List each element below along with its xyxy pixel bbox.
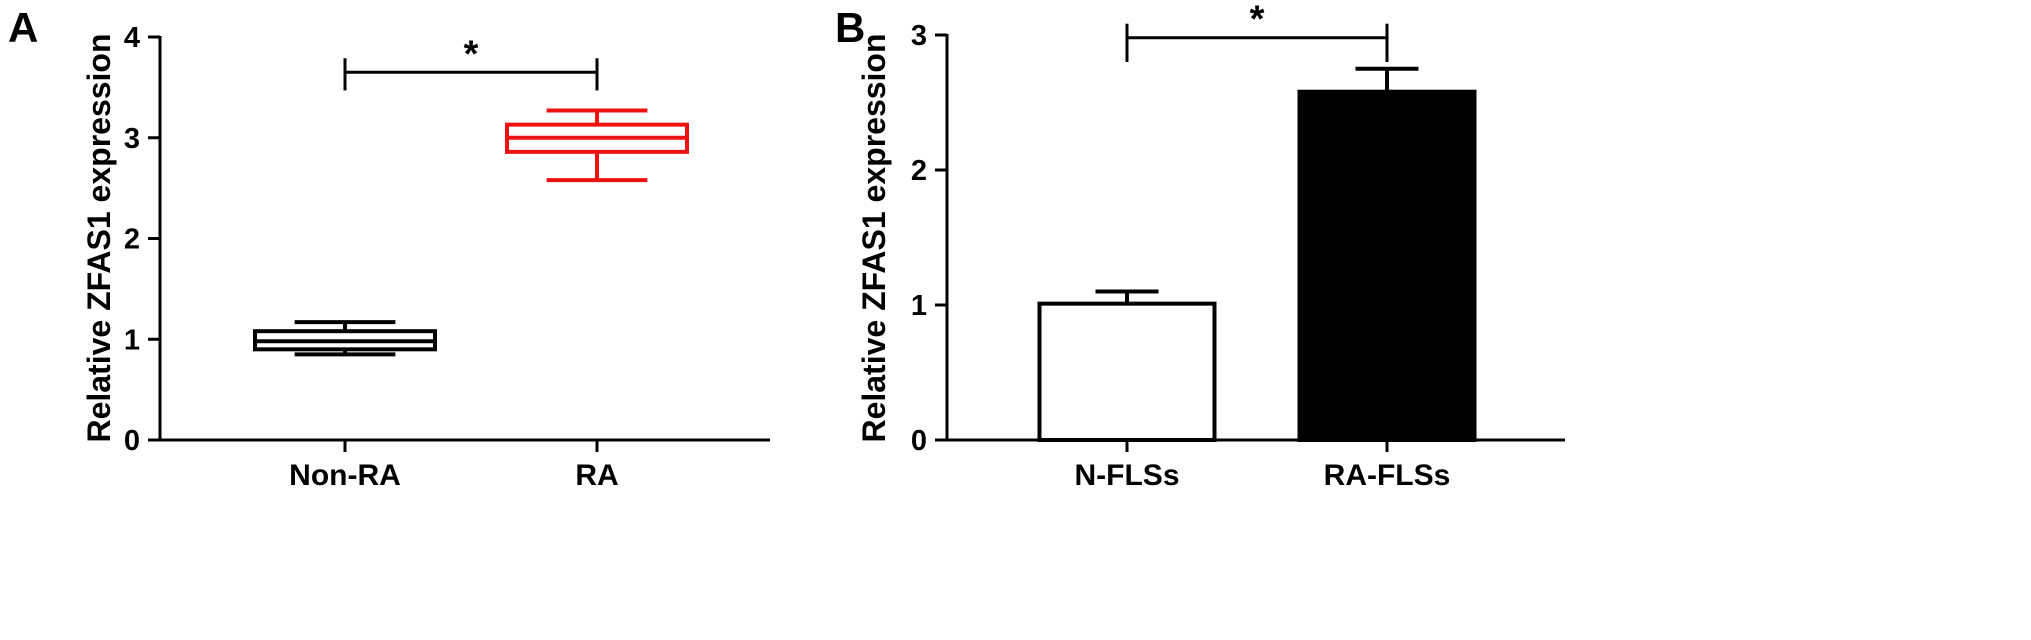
panel-a-significance: * <box>343 33 599 91</box>
y-tick-label: 0 <box>124 425 140 457</box>
y-tick-label: 1 <box>911 290 927 322</box>
panel-a: A Relative ZFAS1 expression 0 1 2 3 4 Non-RA… <box>8 4 770 492</box>
x-category-label: RA-FLSs <box>1324 459 1451 492</box>
panel-a-y-ticks: 0 1 2 3 4 <box>124 22 160 457</box>
panel-a-category-labels: Non-RA RA <box>289 440 619 492</box>
panel-a-y-axis-title: Relative ZFAS1 expression <box>81 33 117 442</box>
y-tick-label: 4 <box>124 22 140 54</box>
bar-n-flss <box>1037 289 1217 442</box>
y-tick-label: 2 <box>124 224 140 256</box>
panel-a-letter: A <box>8 4 38 51</box>
panel-b-bars <box>1037 66 1477 442</box>
panel-b-y-axis-title: Relative ZFAS1 expression <box>856 33 892 442</box>
panel-a-boxes <box>253 108 689 357</box>
panel-b-category-labels: N-FLSs RA-FLSs <box>1075 440 1451 492</box>
box-ra <box>505 108 689 183</box>
x-category-label: Non-RA <box>289 459 401 492</box>
panel-a-axes <box>158 36 770 442</box>
y-tick-label: 3 <box>124 123 140 155</box>
y-tick-label: 2 <box>911 155 927 187</box>
box-non-ra <box>253 320 437 357</box>
y-tick-label: 1 <box>124 324 140 356</box>
y-tick-label: 0 <box>911 425 927 457</box>
bar-ra-flss <box>1297 66 1477 442</box>
y-tick-label: 3 <box>911 20 927 52</box>
x-category-label: N-FLSs <box>1075 459 1180 492</box>
bar <box>1037 301 1217 442</box>
bar <box>1297 89 1477 442</box>
panel-b-y-ticks: 0 1 2 3 <box>911 20 947 457</box>
x-category-label: RA <box>575 459 618 492</box>
panel-b-significance: * <box>1125 0 1389 62</box>
panel-b: B Relative ZFAS1 expression 0 1 2 3 N-FLSs R… <box>835 0 1565 492</box>
significance-asterisk: * <box>1250 0 1265 41</box>
panel-b-letter: B <box>835 4 865 51</box>
significance-asterisk: * <box>464 33 479 75</box>
